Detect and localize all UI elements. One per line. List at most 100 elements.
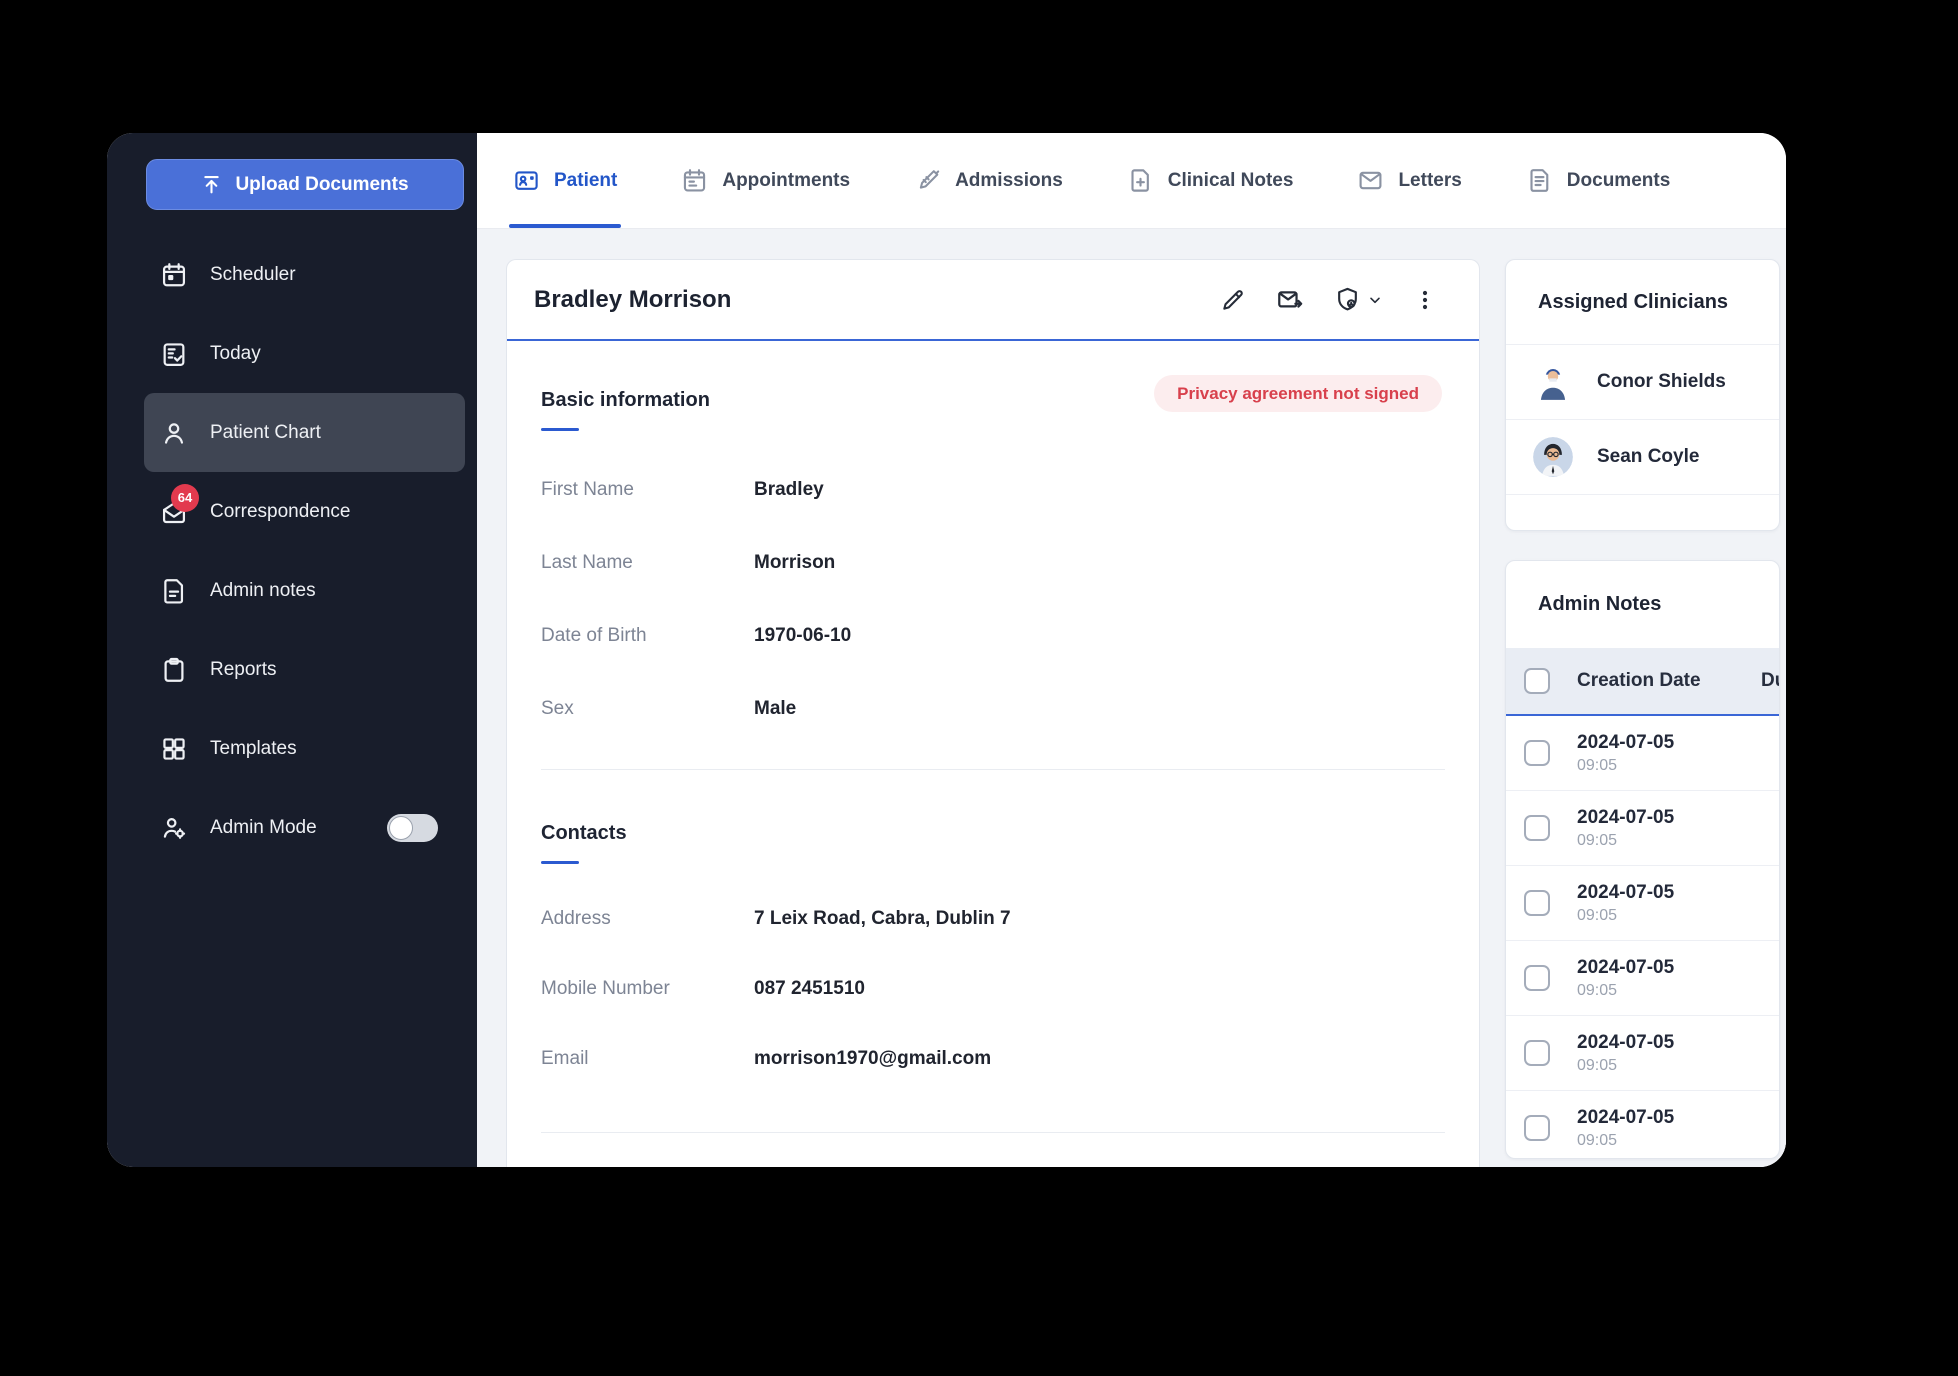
sidebar-item-today[interactable]: Today [144,314,465,393]
field-label: Address [541,908,611,929]
envelope-send-icon [1278,290,1303,308]
patient-actions [1220,286,1437,314]
tab-label: Letters [1398,169,1462,191]
clinician-avatar [1540,369,1566,400]
app-window: Upload Documents Scheduler Today [107,133,1786,1167]
row-checkbox[interactable] [1524,965,1550,991]
calendar-icon [159,260,189,290]
sidebar-item-admin-notes[interactable]: Admin notes [144,551,465,630]
tab-appointments[interactable]: Appointments [681,133,850,228]
syringe-icon [919,170,940,189]
admin-note-row[interactable]: 2024-07-05 09:05 [1506,1091,1779,1158]
admin-notes-title: Admin Notes [1538,593,1662,615]
edit-patient-button[interactable] [1220,287,1246,313]
content-area: Bradley Morrison [477,229,1786,1167]
tab-bar: Patient Appointments Admissions Clinical… [477,133,1786,229]
note-creation-time: 09:05 [1577,981,1618,999]
id-card-icon [515,171,538,190]
section-divider [541,769,1445,770]
tab-letters[interactable]: Letters [1357,133,1462,228]
privacy-shield-icon [1338,287,1357,311]
admin-note-row[interactable]: 2024-07-05 09:05 [1506,866,1779,941]
contacts-fields: Address 7 Leix Road, Cabra, Dublin 7 Mob… [541,884,1445,1094]
field-label: Date of Birth [541,624,647,646]
toggle-knob [389,815,413,840]
field-value: Male [754,697,797,719]
patient-name: Bradley Morrison [534,285,732,313]
select-all-checkbox[interactable] [1524,668,1550,694]
field-label: First Name [541,478,634,500]
sidebar: Upload Documents Scheduler Today [107,133,477,1167]
tab-clinical-notes[interactable]: Clinical Notes [1127,133,1294,228]
note-creation-date: 2024-07-05 [1577,1032,1675,1054]
sidebar-item-scheduler[interactable]: Scheduler [144,235,465,314]
clinician-row[interactable]: Sean Coyle [1506,420,1779,495]
field-row-sex: Sex Male [541,672,1445,745]
tab-documents[interactable]: Documents [1526,133,1670,228]
sidebar-nav: Scheduler Today Patient Chart [107,235,477,867]
field-label: Last Name [541,551,633,573]
contacts-section: Contacts Address 7 Leix Road, Cabra, Dub… [541,770,1445,1133]
field-value: Morrison [754,551,836,573]
tab-label: Documents [1566,169,1671,191]
sidebar-item-admin-mode: Admin Mode [144,788,465,867]
tab-admissions[interactable]: Admissions [914,133,1063,228]
field-value: 087 2451510 [754,978,865,999]
row-checkbox[interactable] [1524,740,1550,766]
pencil-icon [1223,289,1243,310]
sidebar-item-reports[interactable]: Reports [144,630,465,709]
field-row-last-name: Last Name Morrison [541,526,1445,599]
sidebar-item-label: Correspondence [210,500,351,522]
admin-note-row[interactable]: 2024-07-05 09:05 [1506,791,1779,866]
document-icon [1530,169,1549,192]
admin-mode-toggle[interactable] [387,813,438,842]
note-creation-date: 2024-07-05 [1577,1107,1675,1129]
sidebar-item-templates[interactable]: Templates [144,709,465,788]
note-creation-time: 09:05 [1577,1056,1618,1074]
note-creation-date: 2024-07-05 [1577,957,1675,979]
privacy-status-badge: Privacy agreement not signed [1154,375,1442,412]
clinician-avatar [1533,437,1573,477]
clinician-name: Sean Coyle [1597,446,1700,467]
kebab-menu-icon [1422,290,1428,309]
more-options-button[interactable] [1413,288,1437,312]
sidebar-item-label: Patient Chart [210,421,321,443]
sidebar-item-label: Today [210,342,261,364]
upload-documents-button[interactable]: Upload Documents [146,159,464,210]
sidebar-item-correspondence[interactable]: 64 Correspondence [144,472,465,551]
note-creation-time: 09:05 [1577,1131,1618,1149]
column-header-due: Du [1761,670,1779,691]
upload-icon [204,176,220,194]
section-title-underline [541,861,579,864]
admin-notes-card: Admin Notes Creation Date Du 2024-07-05 0… [1505,560,1780,1159]
field-row-mobile-number: Mobile Number 087 2451510 [541,954,1445,1024]
grid-icon [159,734,189,764]
row-checkbox[interactable] [1524,1115,1550,1141]
admin-note-row[interactable]: 2024-07-05 09:05 [1506,941,1779,1016]
note-creation-time: 09:05 [1577,756,1618,774]
section-divider [541,1132,1445,1133]
row-checkbox[interactable] [1524,1040,1550,1066]
privacy-shield-button[interactable] [1334,286,1383,313]
note-creation-time: 09:05 [1577,831,1618,849]
assigned-clinicians-title: Assigned Clinicians [1506,260,1779,345]
admin-note-row[interactable]: 2024-07-05 09:05 [1506,1016,1779,1091]
sidebar-item-patient-chart[interactable]: Patient Chart [144,393,465,472]
field-value: 1970-06-10 [754,624,852,646]
calendar-icon [684,169,706,192]
row-checkbox[interactable] [1524,815,1550,841]
upload-documents-label: Upload Documents [235,173,409,195]
note-creation-date: 2024-07-05 [1577,732,1675,754]
right-panel: Assigned Clinicians Conor Shields Sean C… [1505,259,1780,1167]
tab-patient[interactable]: Patient [508,133,622,228]
clinician-row[interactable]: Conor Shields [1506,345,1779,420]
note-creation-date: 2024-07-05 [1577,882,1675,904]
row-checkbox[interactable] [1524,890,1550,916]
calendar-check-icon [159,339,189,369]
note-plus-icon [1131,169,1149,192]
tab-label: Clinical Notes [1167,169,1294,191]
send-email-button[interactable] [1276,286,1304,314]
field-label: Email [541,1048,589,1069]
admin-note-row[interactable]: 2024-07-05 09:05 [1506,716,1779,791]
